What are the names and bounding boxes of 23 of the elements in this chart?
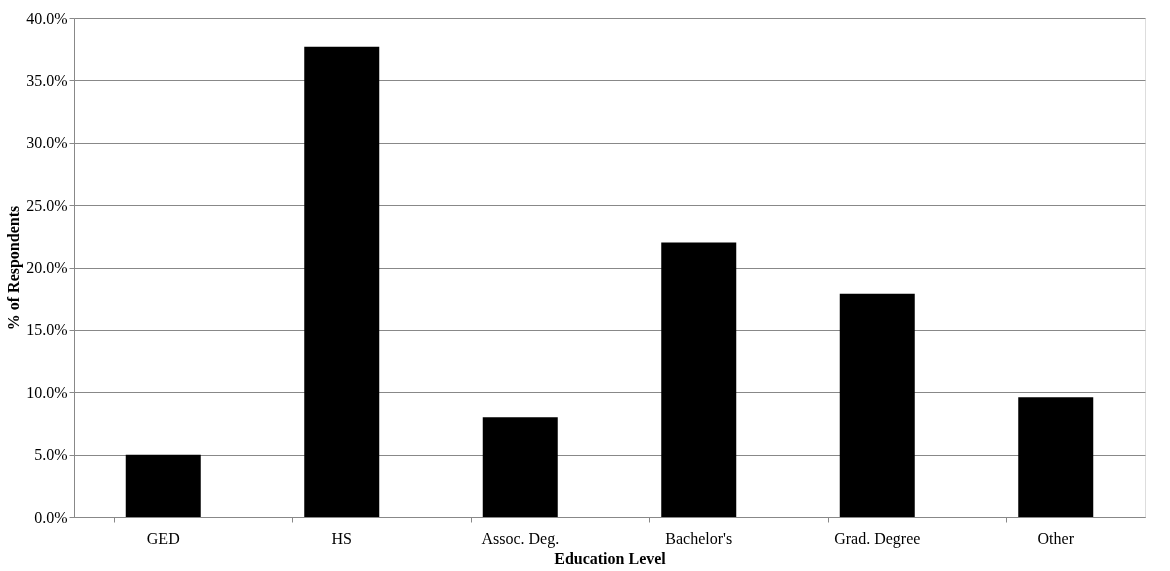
y-tick-label: 40.0% [26, 9, 68, 27]
x-tick-label: GED [146, 529, 180, 547]
x-axis-title: Education Level [554, 549, 667, 567]
y-tick-label: 0.0% [34, 508, 68, 526]
x-tick-label: HS [331, 529, 352, 547]
x-tick-label: Assoc. Deg. [481, 529, 560, 548]
bar [661, 242, 737, 517]
y-axis-title: % of Respondents [5, 205, 24, 331]
y-tick-label: 5.0% [34, 446, 68, 464]
bar [125, 454, 201, 517]
y-tick-label: 15.0% [26, 321, 68, 339]
y-tick-label: 30.0% [26, 134, 68, 152]
bar [482, 417, 558, 517]
bar [304, 46, 380, 517]
y-tick-label: 35.0% [26, 71, 68, 89]
x-tick-label: Bachelor's [665, 529, 733, 547]
x-tick-label: Grad. Degree [834, 529, 921, 548]
bar [1018, 397, 1094, 517]
y-tick-label: 20.0% [26, 259, 68, 276]
y-tick-label: 25.0% [26, 196, 68, 214]
x-tick-label: Other [1037, 529, 1075, 547]
bar [839, 293, 915, 517]
y-tick-label: 10.0% [26, 383, 68, 401]
